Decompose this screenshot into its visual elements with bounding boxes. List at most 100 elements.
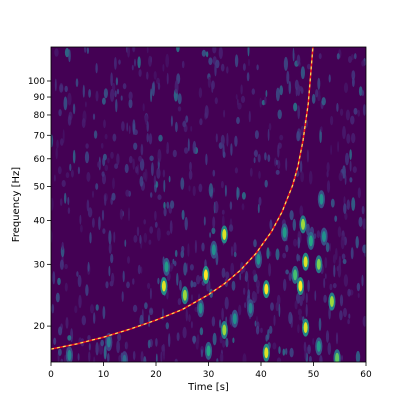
noise-streak <box>188 170 193 180</box>
noise-streak <box>54 78 57 92</box>
noise-streak <box>162 64 165 72</box>
noise-streak <box>60 138 64 146</box>
x-tick-label: 40 <box>255 370 267 380</box>
noise-streak <box>100 339 104 347</box>
noise-streak <box>319 129 322 144</box>
noise-streak <box>231 280 236 291</box>
noise-streak <box>144 302 148 310</box>
noise-streak <box>236 186 239 201</box>
noise-streak <box>128 207 130 222</box>
noise-streak <box>104 133 108 140</box>
noise-streak <box>61 180 66 187</box>
noise-streak <box>80 224 83 233</box>
noise-streak <box>104 194 107 206</box>
noise-streak <box>221 215 225 229</box>
noise-streak <box>312 338 315 345</box>
noise-streak <box>292 218 296 231</box>
noise-streak <box>297 237 301 249</box>
noise-streak <box>343 274 349 287</box>
signal-spot <box>293 269 298 281</box>
noise-streak <box>234 167 238 174</box>
noise-streak <box>328 74 331 83</box>
noise-streak <box>278 303 281 317</box>
noise-streak <box>207 76 211 88</box>
noise-streak <box>174 358 178 362</box>
noise-streak <box>182 326 187 339</box>
noise-streak <box>154 210 157 221</box>
noise-streak <box>243 287 246 295</box>
noise-streak <box>177 298 182 306</box>
noise-streak <box>230 246 234 257</box>
noise-streak <box>133 235 138 243</box>
noise-streak <box>187 243 190 257</box>
noise-streak <box>161 344 165 352</box>
noise-streak <box>163 207 167 217</box>
y-tick-label: 70 <box>34 131 46 141</box>
noise-streak <box>190 294 194 301</box>
noise-streak <box>188 314 191 323</box>
noise-streak <box>114 57 117 70</box>
noise-streak <box>163 201 166 210</box>
signal-spot <box>282 226 287 238</box>
signal-spot <box>198 302 203 314</box>
y-tick-label: 80 <box>34 111 46 121</box>
noise-streak <box>340 235 345 250</box>
noise-streak <box>340 108 344 117</box>
noise-streak <box>352 166 357 174</box>
x-tick-label: 60 <box>360 370 372 380</box>
noise-streak <box>95 304 99 311</box>
noise-streak <box>133 129 138 136</box>
signal-spot <box>164 261 169 273</box>
noise-streak <box>273 314 276 326</box>
noise-streak <box>344 212 348 221</box>
noise-streak <box>308 355 312 362</box>
noise-streak <box>131 64 134 71</box>
noise-streak <box>196 334 200 345</box>
noise-streak <box>353 107 358 115</box>
noise-streak <box>102 157 106 167</box>
noise-streak <box>222 340 226 348</box>
noise-streak <box>245 270 249 283</box>
noise-streak <box>102 97 106 105</box>
noise-streak <box>157 149 162 163</box>
noise-streak <box>330 115 334 126</box>
noise-streak <box>283 278 287 292</box>
noise-streak <box>339 310 343 321</box>
y-tick-label: 60 <box>34 155 46 165</box>
noise-streak <box>221 267 226 278</box>
noise-streak <box>260 327 263 333</box>
noise-streak <box>93 130 98 139</box>
noise-streak <box>346 199 350 210</box>
noise-streak <box>209 232 212 238</box>
noise-streak <box>357 109 361 117</box>
noise-streak <box>199 327 204 336</box>
noise-streak <box>214 97 218 105</box>
noise-streak <box>208 183 214 197</box>
noise-streak <box>143 219 146 225</box>
signal-spot <box>301 218 305 230</box>
noise-streak <box>320 126 323 133</box>
y-tick-label: 40 <box>34 217 46 227</box>
y-tick-label: 50 <box>34 183 46 193</box>
noise-streak <box>157 82 161 90</box>
noise-streak <box>212 216 216 229</box>
noise-streak <box>324 273 327 280</box>
noise-streak <box>107 157 110 164</box>
noise-streak <box>95 183 99 190</box>
noise-streak <box>242 353 247 362</box>
chirp-track <box>51 47 314 350</box>
noise-streak <box>67 196 70 206</box>
noise-streak <box>338 172 343 182</box>
noise-streak <box>212 47 217 54</box>
noise-streak <box>147 339 151 349</box>
noise-streak <box>242 63 246 71</box>
noise-streak <box>266 247 270 260</box>
noise-streak <box>345 152 349 166</box>
noise-streak <box>103 345 107 360</box>
noise-streak <box>201 49 207 57</box>
noise-streak <box>137 56 141 69</box>
noise-streak <box>288 311 293 325</box>
noise-streak <box>285 348 288 355</box>
noise-streak <box>61 241 64 251</box>
signal-spot <box>335 352 340 362</box>
